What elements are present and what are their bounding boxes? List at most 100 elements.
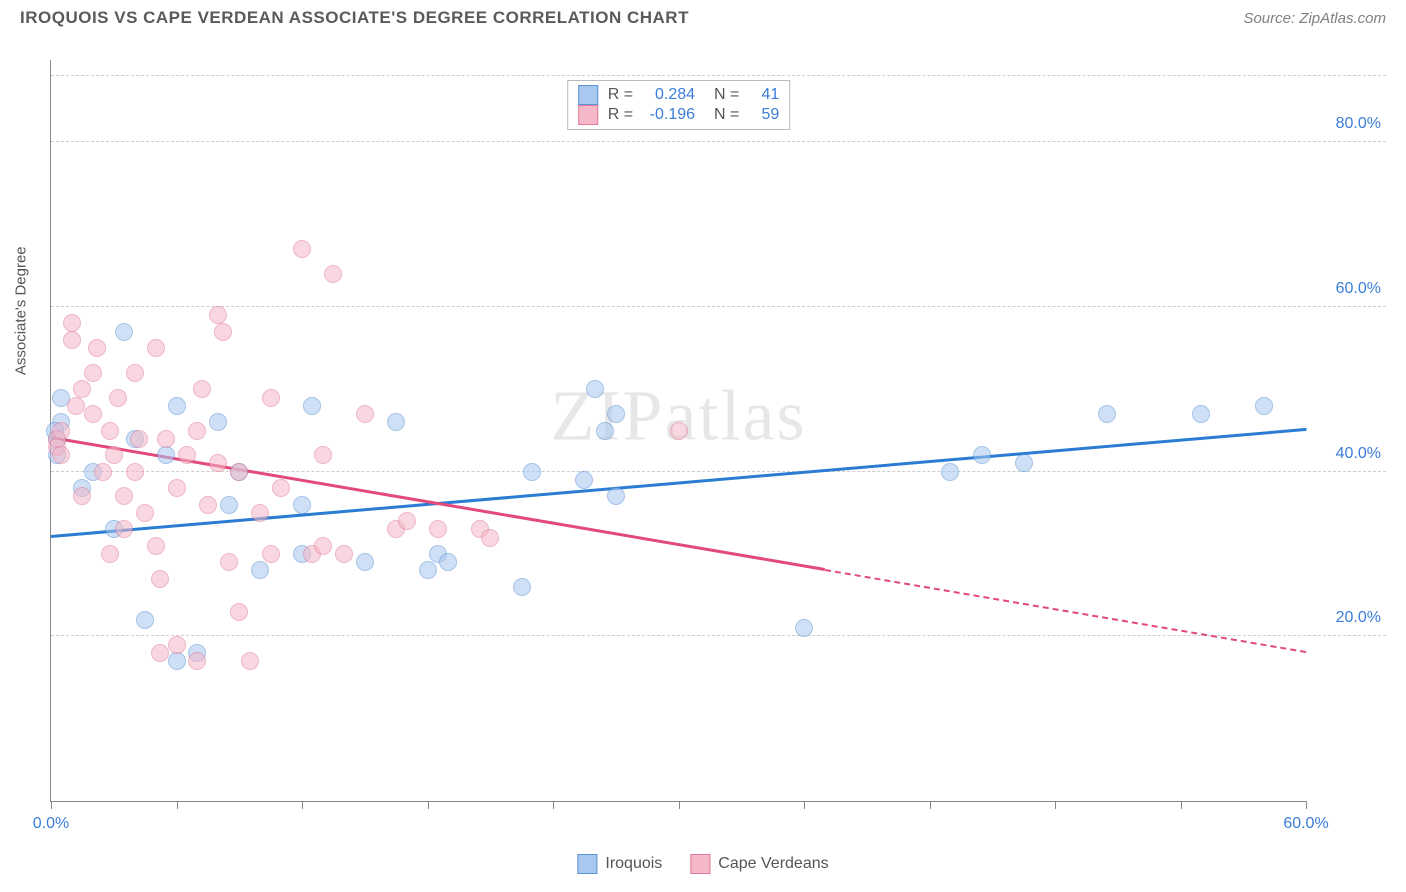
stat-n-label: N = <box>705 106 739 124</box>
scatter-point <box>387 413 405 431</box>
trend-line-dashed <box>825 569 1306 653</box>
gridline <box>51 75 1386 76</box>
scatter-point <box>94 463 112 481</box>
scatter-point <box>115 520 133 538</box>
legend-label: Cape Verdeans <box>718 855 828 873</box>
scatter-point <box>241 652 259 670</box>
scatter-point <box>52 446 70 464</box>
scatter-point <box>670 422 688 440</box>
chart-title: IROQUOIS VS CAPE VERDEAN ASSOCIATE'S DEG… <box>20 8 689 28</box>
stat-n-label: N = <box>705 86 739 104</box>
scatter-point <box>67 397 85 415</box>
plot-area: Associate's Degree ZIPatlas R =0.284 N =… <box>50 60 1306 802</box>
scatter-point <box>209 413 227 431</box>
scatter-point <box>220 553 238 571</box>
source-label: Source: ZipAtlas.com <box>1243 10 1386 27</box>
scatter-point <box>1098 405 1116 423</box>
scatter-point <box>126 364 144 382</box>
scatter-point <box>607 405 625 423</box>
scatter-point <box>356 405 374 423</box>
stat-r-value: -0.196 <box>643 106 695 124</box>
scatter-point <box>63 331 81 349</box>
scatter-point <box>429 520 447 538</box>
scatter-point <box>130 430 148 448</box>
scatter-point <box>272 479 290 497</box>
scatter-point <box>168 636 186 654</box>
scatter-point <box>941 463 959 481</box>
scatter-point <box>84 405 102 423</box>
scatter-point <box>596 422 614 440</box>
scatter-point <box>214 323 232 341</box>
legend-label: Iroquois <box>605 855 662 873</box>
gridline <box>51 306 1386 307</box>
y-tick-label: 20.0% <box>1336 609 1381 627</box>
scatter-point <box>188 422 206 440</box>
scatter-point <box>157 430 175 448</box>
x-tick <box>1306 801 1307 809</box>
scatter-point <box>209 306 227 324</box>
legend-item: Cape Verdeans <box>690 854 828 874</box>
stat-row: R = -0.196 N = 59 <box>578 105 780 125</box>
scatter-point <box>136 504 154 522</box>
gridline <box>51 141 1386 142</box>
scatter-point <box>586 380 604 398</box>
scatter-point <box>973 446 991 464</box>
scatter-point <box>126 463 144 481</box>
scatter-point <box>101 422 119 440</box>
x-tick <box>1181 801 1182 809</box>
stat-r-label: R = <box>608 86 633 104</box>
scatter-point <box>575 471 593 489</box>
scatter-point <box>314 537 332 555</box>
stat-r-value: 0.284 <box>643 86 695 104</box>
x-tick <box>302 801 303 809</box>
scatter-point <box>523 463 541 481</box>
x-tick <box>51 801 52 809</box>
scatter-point <box>293 240 311 258</box>
scatter-point <box>324 265 342 283</box>
scatter-point <box>101 545 119 563</box>
scatter-point <box>481 529 499 547</box>
scatter-point <box>230 463 248 481</box>
y-tick-label: 80.0% <box>1336 115 1381 133</box>
scatter-point <box>230 603 248 621</box>
scatter-point <box>168 397 186 415</box>
scatter-point <box>168 479 186 497</box>
scatter-point <box>105 446 123 464</box>
scatter-point <box>220 496 238 514</box>
stat-r-label: R = <box>608 106 633 124</box>
x-tick-label: 60.0% <box>1283 815 1328 833</box>
stat-row: R = 0.284 N = 41 <box>578 85 780 105</box>
legend-swatch <box>577 854 597 874</box>
scatter-point <box>84 364 102 382</box>
scatter-point <box>115 323 133 341</box>
scatter-point <box>147 537 165 555</box>
scatter-point <box>607 487 625 505</box>
scatter-point <box>419 561 437 579</box>
legend: Iroquois Cape Verdeans <box>577 854 828 874</box>
chart-container: Associate's Degree ZIPatlas R =0.284 N =… <box>50 40 1386 822</box>
scatter-point <box>314 446 332 464</box>
x-tick <box>1055 801 1056 809</box>
scatter-point <box>335 545 353 563</box>
y-tick-label: 60.0% <box>1336 280 1381 298</box>
scatter-point <box>356 553 374 571</box>
y-axis-label: Associate's Degree <box>13 246 30 375</box>
stat-n-value: 59 <box>749 106 779 124</box>
scatter-point <box>199 496 217 514</box>
scatter-point <box>115 487 133 505</box>
scatter-point <box>188 652 206 670</box>
stat-n-value: 41 <box>749 86 779 104</box>
x-tick <box>930 801 931 809</box>
scatter-point <box>157 446 175 464</box>
scatter-point <box>262 545 280 563</box>
gridline <box>51 635 1386 636</box>
scatter-point <box>88 339 106 357</box>
scatter-point <box>303 397 321 415</box>
scatter-point <box>209 454 227 472</box>
scatter-point <box>193 380 211 398</box>
x-tick <box>553 801 554 809</box>
scatter-point <box>1192 405 1210 423</box>
y-tick-label: 40.0% <box>1336 445 1381 463</box>
legend-swatch <box>578 105 598 125</box>
scatter-point <box>178 446 196 464</box>
